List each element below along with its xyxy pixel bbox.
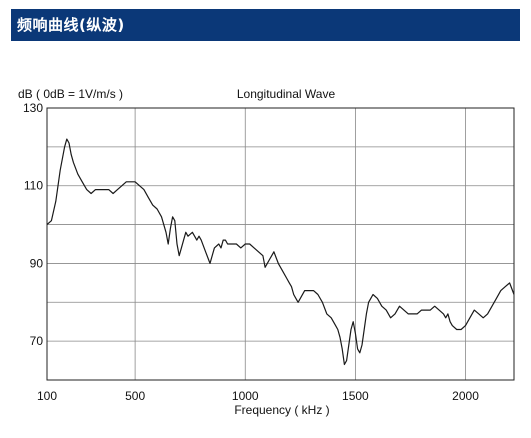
chart-ylabel: dB ( 0dB = 1V/m/s ) [18, 87, 123, 101]
section-header-title: 频响曲线(纵波) [11, 9, 520, 41]
x-tick-label: 2000 [452, 389, 479, 403]
y-tick-label: 90 [30, 256, 44, 270]
y-tick-label: 70 [30, 334, 44, 348]
chart-title: Longitudinal Wave [237, 87, 336, 101]
x-tick-label: 1000 [232, 389, 259, 403]
x-tick-label: 100 [37, 389, 57, 403]
x-tick-label: 500 [125, 389, 145, 403]
grid-lines [47, 107, 514, 380]
chart-xlabel: Frequency ( kHz ) [234, 403, 329, 417]
y-tick-label: 110 [24, 179, 43, 193]
series-layer [46, 138, 515, 366]
series-line [46, 138, 515, 366]
plot-frame [46, 107, 515, 381]
x-tick-label: 1500 [342, 389, 369, 403]
axis-ticks: 100 500 1000 1500 2000 70 90 110 130 [23, 101, 479, 403]
y-tick-label: 130 [23, 101, 43, 115]
